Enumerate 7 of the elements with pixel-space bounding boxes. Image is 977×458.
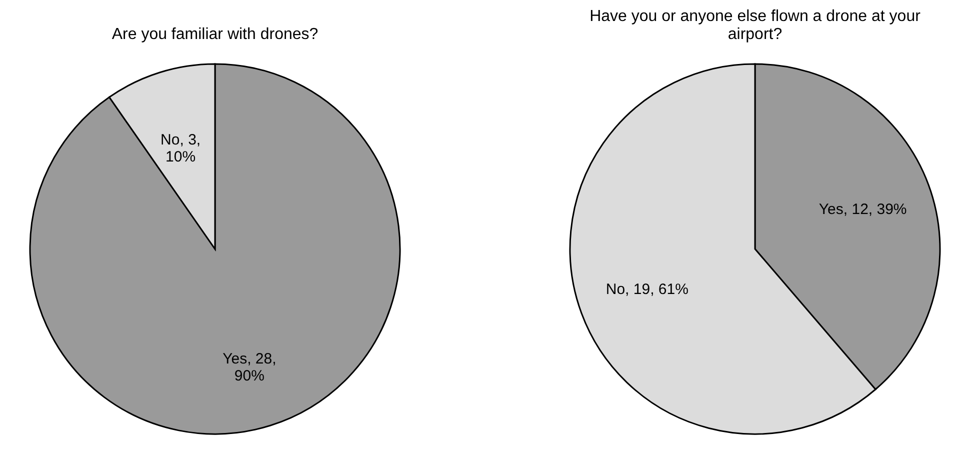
slice-label: No, 19, 61% [606, 280, 688, 298]
slice-label: No, 3, 10% [160, 131, 201, 166]
chart-title: Are you familiar with drones? [112, 26, 318, 43]
chart-title: Have you or anyone else flown a drone at your airport? [590, 8, 922, 43]
slice-label: Yes, 12, 39% [818, 201, 907, 218]
pie-slice [30, 63, 401, 435]
slice-label: Yes, 28, 90% [222, 350, 276, 385]
